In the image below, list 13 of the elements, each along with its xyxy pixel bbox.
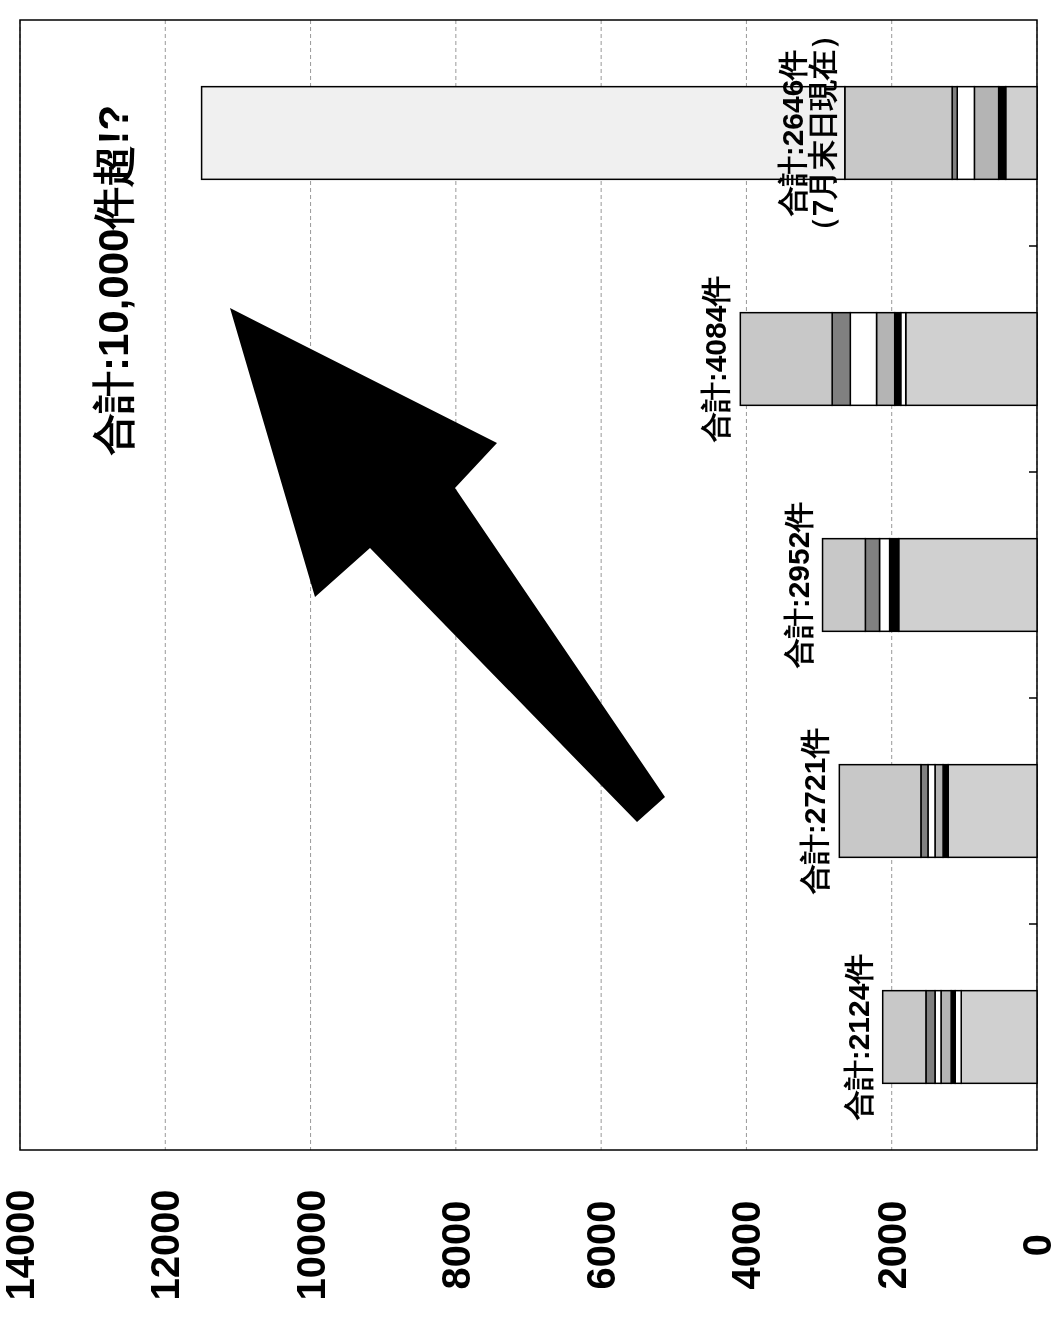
annotation: 合計:2721件 [798,727,832,896]
annotation: 合計:2124件 [841,953,875,1122]
x-tick-label: 4000 [724,1200,769,1290]
x-tick-label: 6000 [579,1200,624,1290]
annotation: 合計:4084件 [699,275,733,444]
x-tick-label: 10000 [288,1189,333,1301]
annotation: 合計:10,000件超!? [90,104,137,457]
x-tick-label: 12000 [143,1189,188,1301]
x-tick-label: 2000 [869,1200,914,1290]
annotation: 合計:2952件 [781,501,815,670]
x-tick-label: 14000 [0,1189,42,1301]
x-tick-label: 0 [1015,1233,1059,1257]
x-tick-label: 8000 [433,1200,478,1290]
